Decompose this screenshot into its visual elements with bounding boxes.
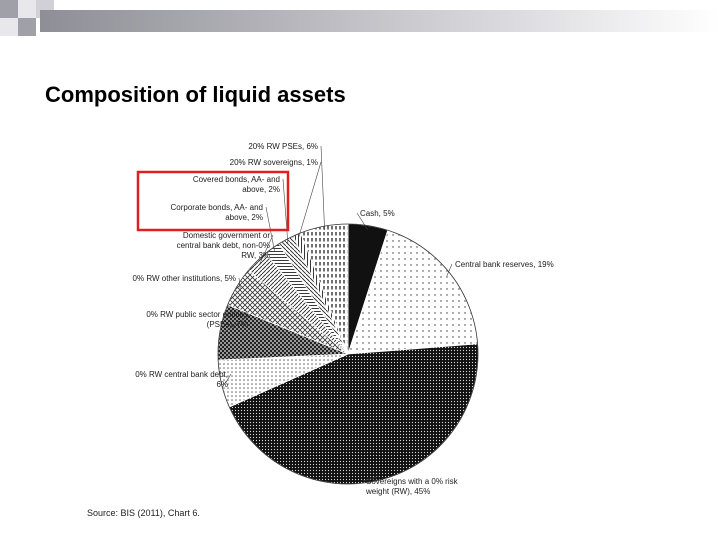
leader-line [282,178,289,244]
leader-line [298,161,322,239]
leader-line [225,373,232,384]
slice-label: Covered bonds, AA- and above, 2% [193,175,280,194]
header-band [40,10,720,32]
leader-line [320,145,325,231]
pie-chart: Cash, 5% Central bank reserves, 19% Sovere… [133,142,554,496]
slice-label: Domestic government or central bank debt,… [177,231,271,260]
pie-outline [217,223,479,485]
leader-line [446,263,453,276]
slice-label: 0% RW public sector entities (PSEs), 7% [146,310,248,329]
slice-label: 20% RW PSEs, 6% [248,142,318,151]
slice-label: 0% RW other institutions, 5% [133,274,236,283]
slice-label: Central bank reserves, 19% [455,260,554,269]
highlight-box [136,170,290,232]
slide-title: Composition of liquid assets [45,82,346,107]
source-note: Source: BIS (2011), Chart 6. [87,508,200,518]
leader-line [362,475,380,482]
leader-line [259,234,274,265]
slice-label: Corporate bonds, AA- and above, 2% [170,203,263,222]
leader-line [238,277,241,289]
slice-label: 20% RW sovereigns, 1% [230,158,318,167]
corner-decoration [0,0,54,36]
leader-line [223,313,252,333]
slice-label: Cash, 5% [360,209,395,218]
slice-label: 0% RW central bank debt, 6% [135,370,228,389]
slice-label: Sovereigns with a 0% risk weight (RW), 45… [365,477,459,496]
leader-line [356,212,368,230]
